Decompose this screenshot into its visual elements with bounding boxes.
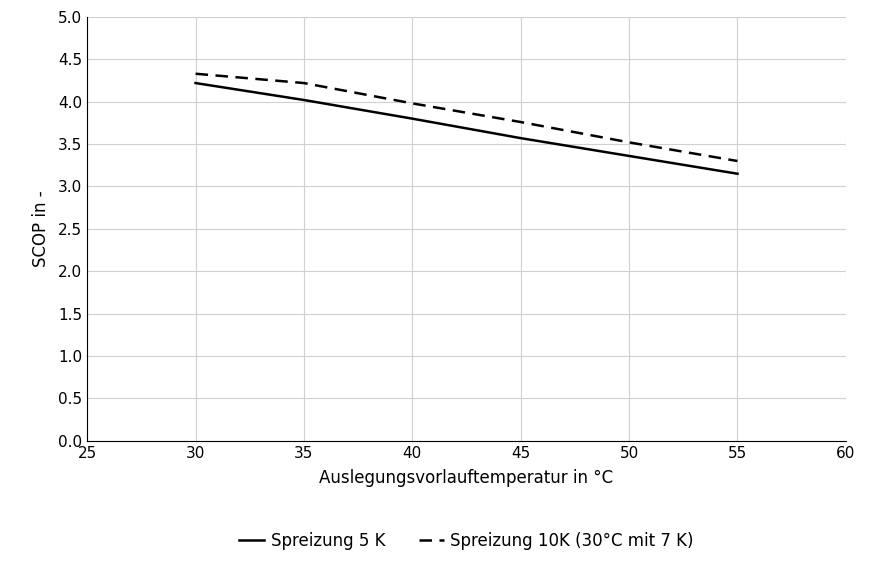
- Legend: Spreizung 5 K, Spreizung 10K (30°C mit 7 K): Spreizung 5 K, Spreizung 10K (30°C mit 7…: [233, 525, 700, 557]
- Y-axis label: SCOP in -: SCOP in -: [31, 190, 50, 267]
- X-axis label: Auslegungsvorlauftemperatur in °C: Auslegungsvorlauftemperatur in °C: [319, 469, 614, 487]
